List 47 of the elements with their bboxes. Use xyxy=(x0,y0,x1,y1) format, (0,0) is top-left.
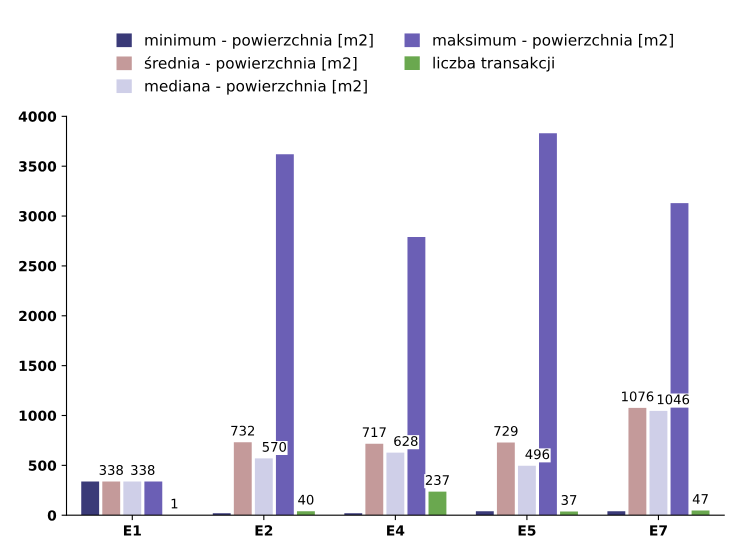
data-label: 628 xyxy=(394,436,418,446)
bar xyxy=(428,492,446,516)
bar xyxy=(234,442,252,516)
y-tick-label: 1000 xyxy=(20,410,56,421)
bar xyxy=(496,442,515,516)
x-tick-label: E1 xyxy=(124,525,141,536)
y-tick-label: 0 xyxy=(48,510,56,521)
data-label: 1076 xyxy=(622,391,654,402)
bar xyxy=(102,482,120,516)
y-tick-label: 500 xyxy=(28,460,56,471)
y-tick-label: 2500 xyxy=(19,260,56,272)
legend-label: mediana - powierzchnia [m2] xyxy=(145,80,367,95)
legend-label: średnia - powierzchnia [m2] xyxy=(144,56,356,72)
y-tick-label: 1500 xyxy=(20,360,56,372)
data-label: 1046 xyxy=(658,394,690,404)
y-tick-label: 3000 xyxy=(19,211,56,222)
data-label: 237 xyxy=(426,475,449,486)
x-tick-label: E7 xyxy=(650,525,667,536)
data-label: 717 xyxy=(362,427,386,437)
x-tick-label: E2 xyxy=(256,525,272,536)
y-tick-label: 2000 xyxy=(19,310,56,322)
x-tick-label: E4 xyxy=(387,525,404,536)
data-label: 338 xyxy=(131,464,154,475)
legend-label: liczba transakcji xyxy=(433,56,554,72)
bar xyxy=(123,482,142,516)
data-label: 1 xyxy=(172,498,178,508)
y-tick-label: 4000 xyxy=(18,111,56,122)
bar xyxy=(518,466,536,516)
data-label: 40 xyxy=(298,494,314,505)
data-label: 37 xyxy=(562,495,576,505)
data-label: 338 xyxy=(100,464,123,475)
bar xyxy=(81,482,100,516)
x-tick-label: E5 xyxy=(518,525,536,536)
legend-label: maksimum - powierzchnia [m2] xyxy=(433,34,673,49)
data-label: 47 xyxy=(692,494,708,504)
data-label: 496 xyxy=(525,449,550,460)
bar xyxy=(365,444,384,516)
bar xyxy=(386,452,404,516)
data-label: 732 xyxy=(231,426,254,436)
bar xyxy=(144,482,162,516)
bar xyxy=(628,408,646,516)
bar xyxy=(650,410,668,516)
data-label: 729 xyxy=(494,426,518,436)
data-label: 570 xyxy=(262,442,286,452)
bar xyxy=(254,458,273,516)
legend-label: minimum - powierzchnia [m2] xyxy=(145,34,373,49)
y-tick-label: 3500 xyxy=(19,161,56,172)
